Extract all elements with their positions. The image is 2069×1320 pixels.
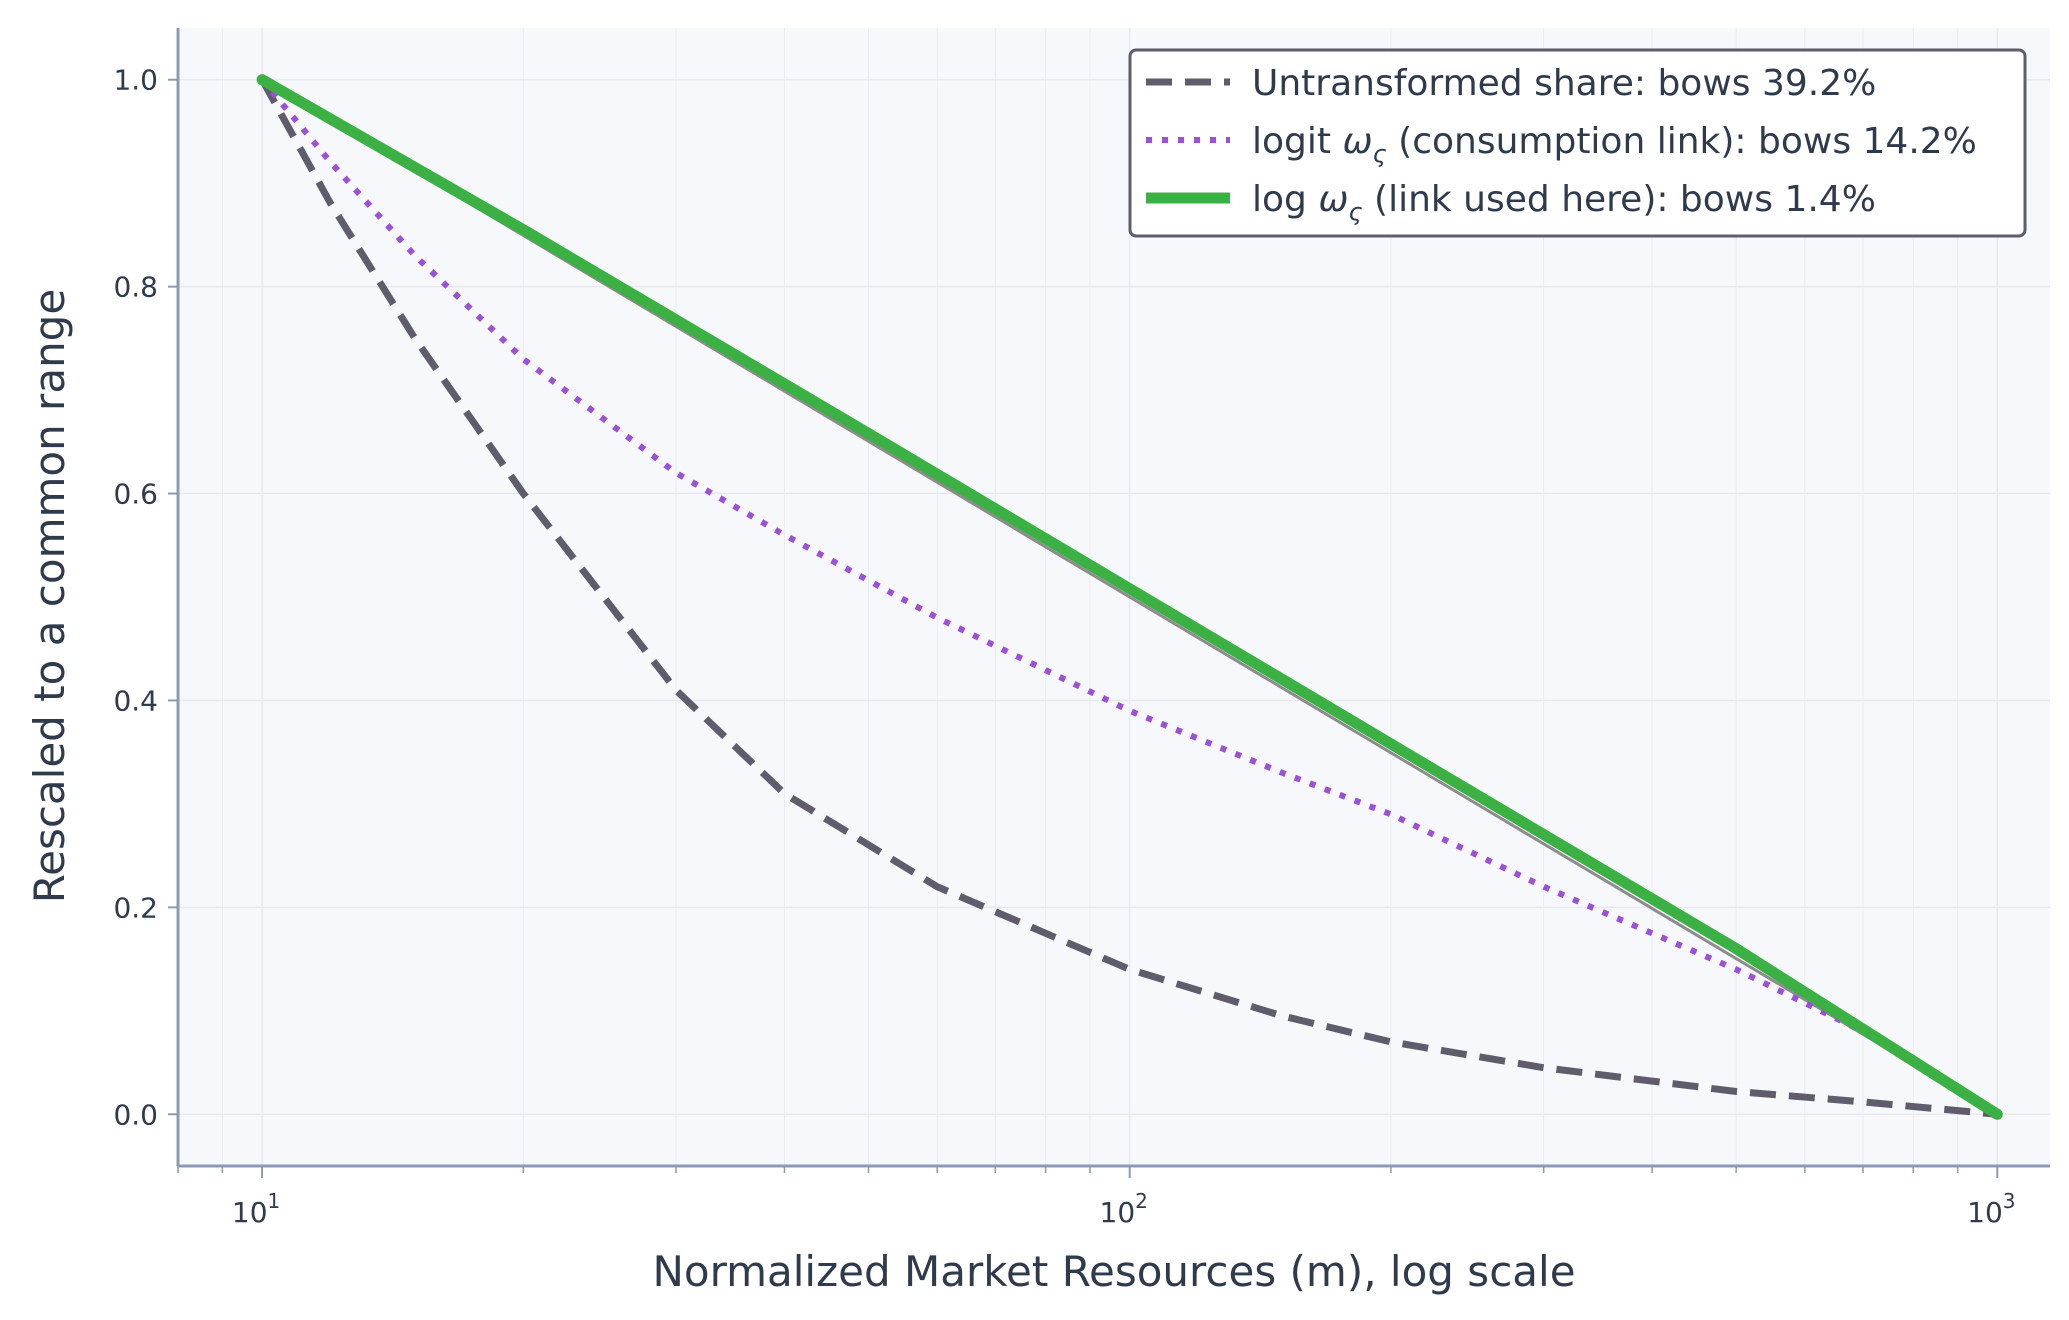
legend-subscript: ς	[1348, 198, 1362, 226]
legend-text-part: log	[1252, 179, 1318, 220]
x-tick-label: 102	[1100, 1189, 1148, 1229]
x-ticks: 101 102 103	[177, 1166, 2016, 1229]
legend-subscript: ς	[1373, 140, 1387, 168]
legend-omega-symbol: ω	[1342, 121, 1372, 162]
legend-text-part: logit	[1252, 121, 1342, 162]
x-tick-base: 10	[232, 1196, 268, 1229]
x-tick-base: 10	[1100, 1196, 1136, 1229]
x-tick-label: 101	[232, 1189, 280, 1229]
y-tick-label: 1.0	[113, 64, 158, 97]
legend-box	[1128, 48, 2027, 238]
series-log	[256, 74, 2003, 1120]
legend-label: logit ως (consumption link): bows 14.2%	[1252, 121, 1977, 168]
y-tick-label: 0.4	[113, 684, 158, 717]
series-untransformed	[259, 78, 1998, 1118]
x-tick-base: 10	[1967, 1196, 2003, 1229]
y-axis-label: Rescaled to a common range	[25, 289, 74, 903]
legend-text-part: (link used here): bows 1.4%	[1363, 179, 1876, 220]
x-tick-exponent: 3	[2003, 1189, 2016, 1213]
legend-label: Untransformed share: bows 39.2%	[1252, 63, 1876, 104]
series-logit	[259, 77, 1999, 1117]
legend-text-part: (consumption link): bows 14.2%	[1387, 121, 1977, 162]
x-tick-exponent: 2	[1135, 1189, 1148, 1213]
x-tick-label: 103	[1967, 1189, 2015, 1229]
x-tick-exponent: 1	[268, 1189, 281, 1213]
y-ticks: 1.0 0.8 0.6 0.4 0.2 0.0	[113, 64, 178, 1131]
y-tick-label: 0.6	[113, 478, 158, 511]
y-tick-label: 0.0	[113, 1098, 158, 1131]
x-axis-label: Normalized Market Resources (m), log sca…	[652, 1247, 1575, 1296]
legend-omega-symbol: ω	[1318, 179, 1348, 220]
y-tick-label: 0.8	[113, 271, 158, 304]
legend-label: log ως (link used here): bows 1.4%	[1252, 179, 1876, 226]
y-tick-label: 0.2	[113, 891, 158, 924]
series-layer	[256, 74, 2003, 1120]
legend: Untransformed share: bows 39.2% logit ως …	[1128, 48, 2027, 238]
